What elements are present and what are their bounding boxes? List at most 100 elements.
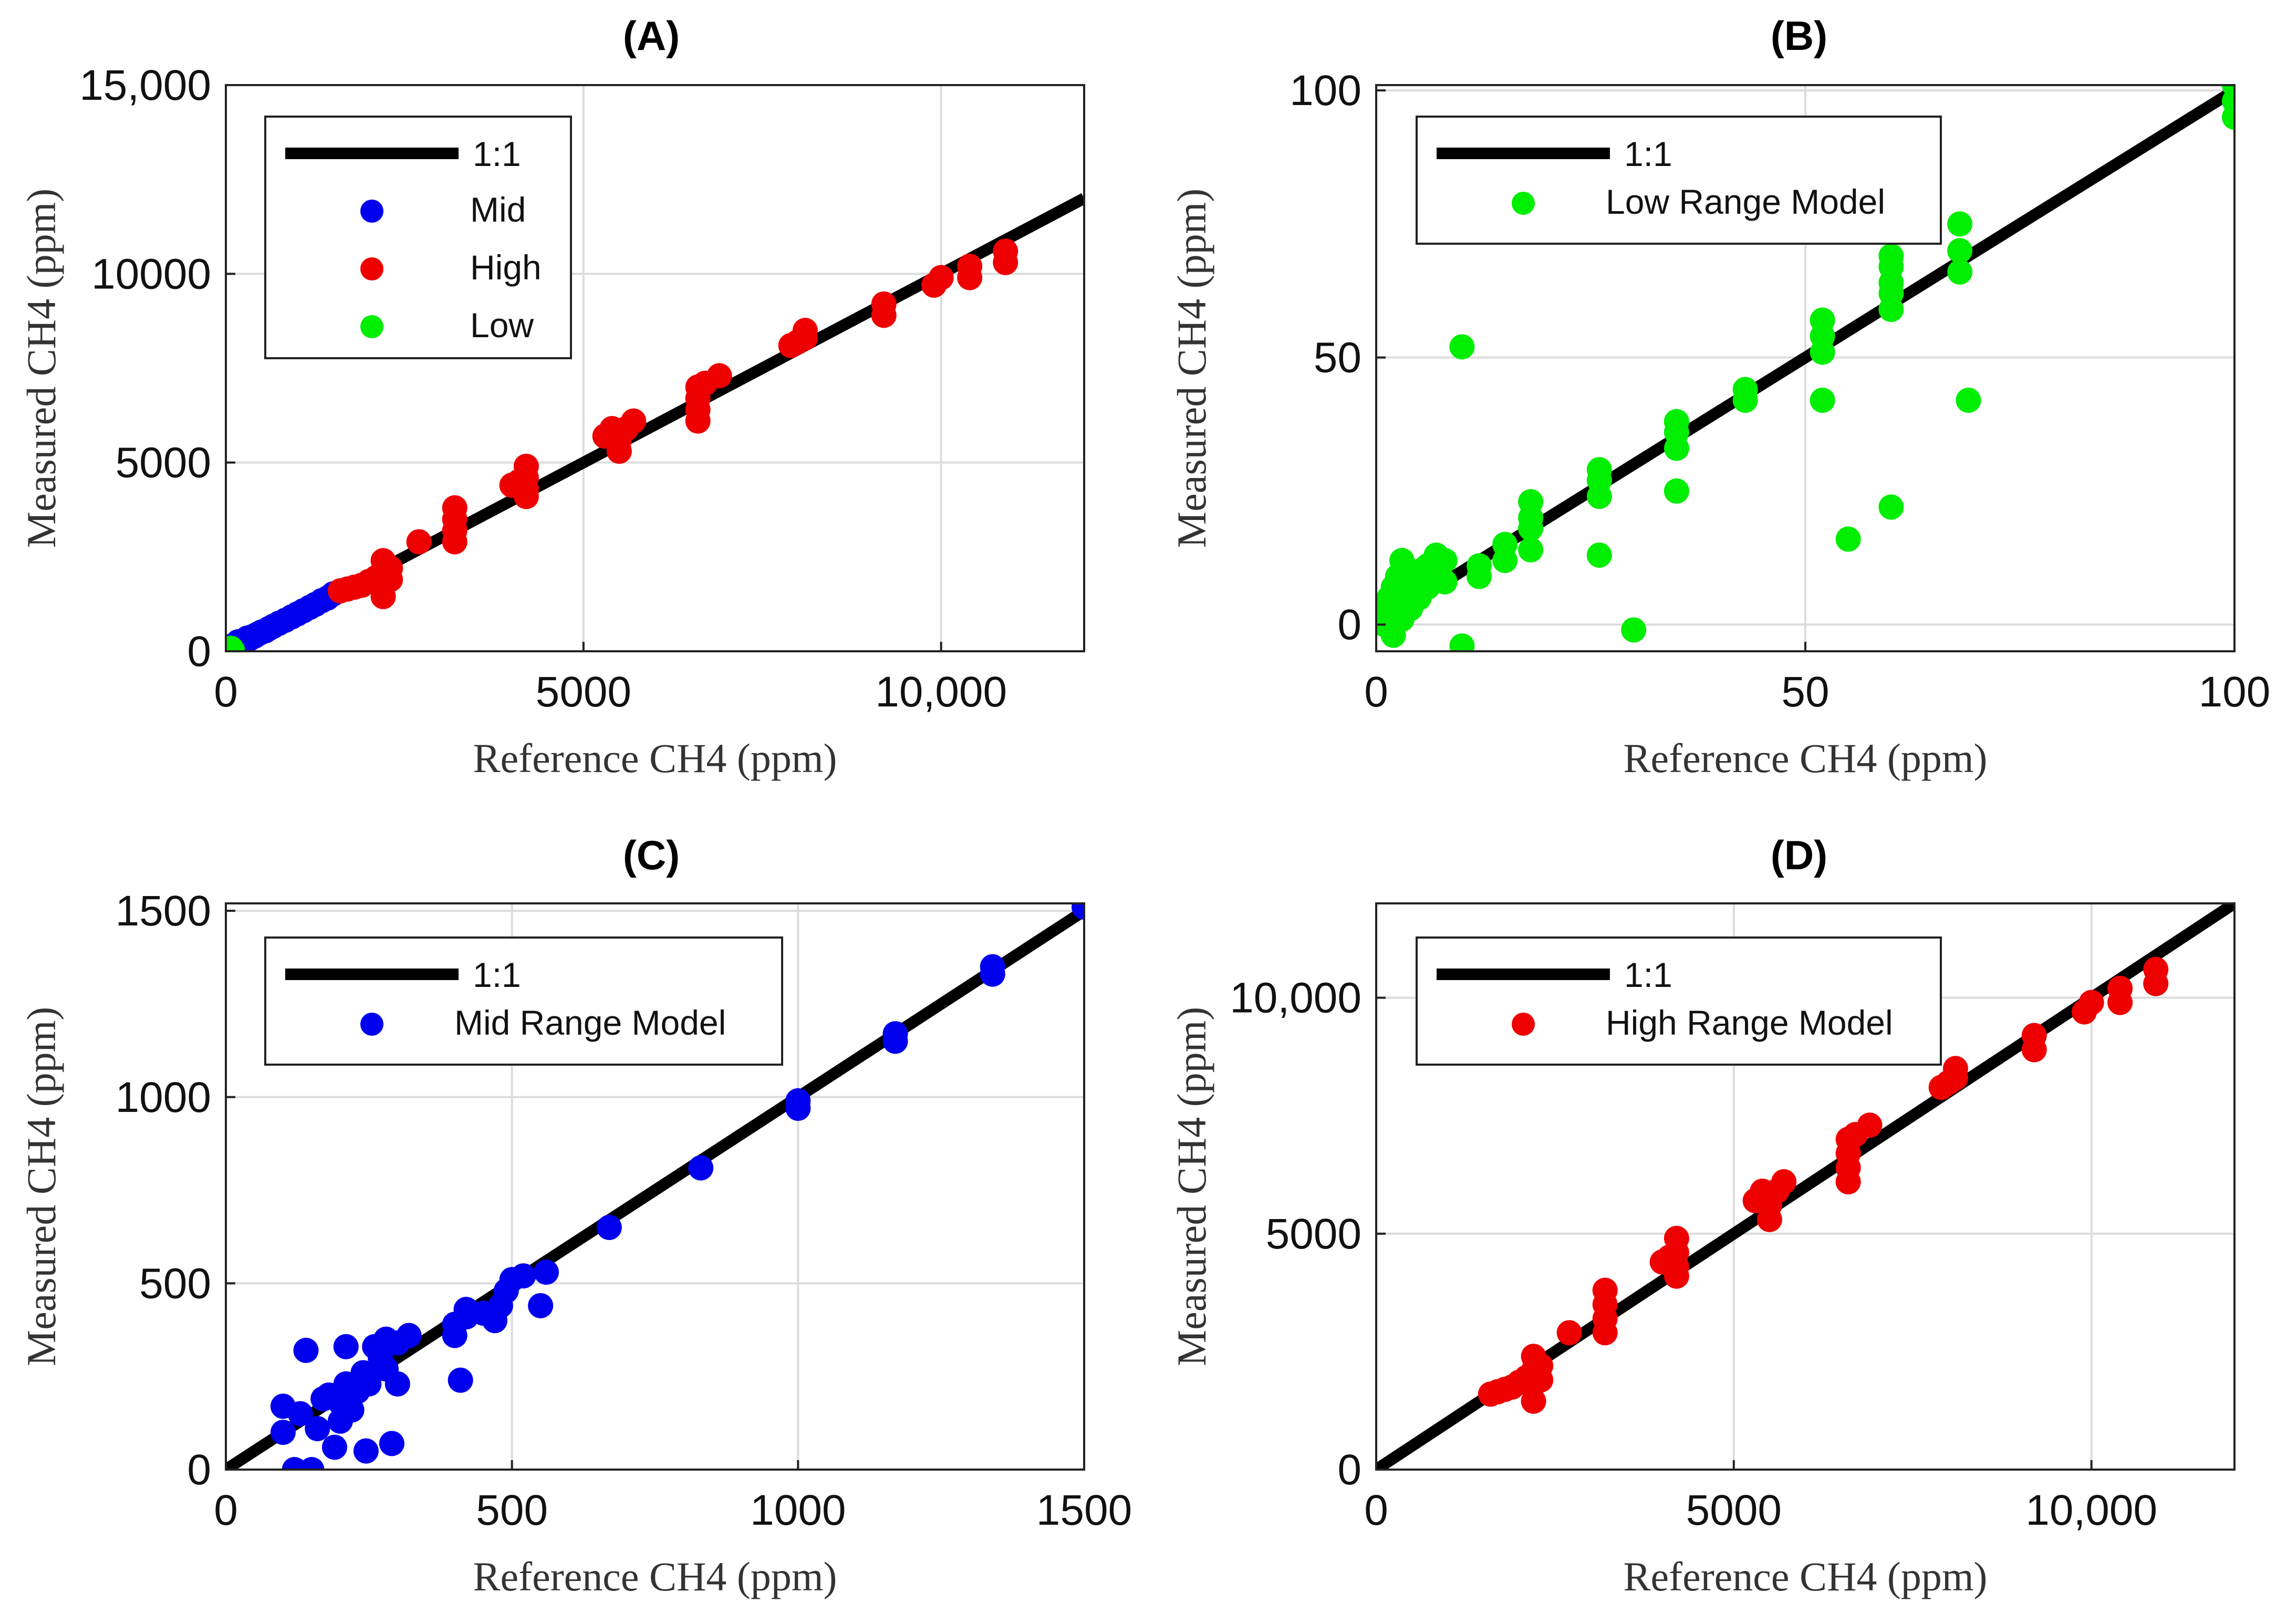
y-tick-label: 10,000	[1230, 974, 1361, 1022]
data-point	[882, 1021, 908, 1047]
y-axis-label: Measured CH4 (ppm)	[18, 189, 64, 548]
legend-marker	[360, 315, 383, 338]
data-point	[1528, 1353, 1554, 1379]
y-axis-label: Measured CH4 (ppm)	[1169, 189, 1214, 548]
data-point	[406, 529, 432, 555]
legend-box	[1416, 936, 1942, 1066]
data-point	[299, 1457, 325, 1470]
data-point	[1664, 478, 1689, 504]
data-point	[379, 1431, 404, 1456]
legend-box	[264, 936, 783, 1066]
x-tick-label: 5000	[1686, 1486, 1782, 1534]
y-tick-label: 0	[1337, 601, 1361, 649]
x-tick-label: 0	[214, 668, 238, 716]
y-tick-label: 5000	[1266, 1210, 1361, 1258]
data-point	[1432, 569, 1458, 595]
data-point	[1810, 307, 1835, 333]
panel-title: (D)	[1771, 832, 1827, 878]
data-point	[1432, 548, 1458, 574]
data-point	[1942, 1056, 1968, 1081]
one-to-one-line	[1376, 85, 2234, 630]
data-point	[2021, 1023, 2047, 1048]
legend-label: Low Range Model	[1606, 182, 1885, 221]
x-tick-label: 0	[1364, 1486, 1388, 1534]
y-tick-label: 15,000	[79, 61, 211, 109]
legend: 1:1 Mid Range Model	[264, 936, 783, 1066]
x-tick-label: 0	[214, 1486, 238, 1534]
data-point	[321, 1434, 347, 1460]
legend-label: 1:1	[1624, 955, 1672, 994]
y-tick-label: 0	[187, 1446, 211, 1494]
data-point	[871, 291, 897, 317]
data-point	[1810, 388, 1835, 413]
data-point	[621, 408, 647, 434]
x-axis-label: Reference CH4 (ppm)	[1623, 735, 1987, 781]
data-point	[2107, 975, 2133, 1001]
x-tick-label: 100	[2199, 668, 2271, 716]
y-tick-label: 5000	[116, 439, 211, 487]
data-point	[1878, 243, 1904, 269]
x-tick-label: 500	[476, 1486, 548, 1534]
axes-frame	[225, 902, 1085, 1471]
data-point	[688, 1155, 714, 1181]
series-low	[226, 636, 245, 651]
data-point	[396, 1323, 422, 1348]
x-axis-label: Reference CH4 (ppm)	[1623, 1554, 1987, 1599]
y-tick-label: 1000	[116, 1074, 211, 1121]
data-point	[2143, 956, 2169, 982]
y-tick-label: 100	[1290, 67, 1361, 114]
series-high-range-model	[1478, 956, 2169, 1414]
panel-title: (B)	[1771, 13, 1827, 59]
data-point	[1621, 617, 1647, 643]
data-point	[993, 238, 1018, 264]
x-tick-label: 10,000	[875, 668, 1007, 716]
series-high	[327, 238, 1018, 609]
data-point	[1857, 1112, 1883, 1138]
data-point	[957, 253, 983, 279]
data-point	[384, 1371, 410, 1397]
data-point	[1467, 553, 1492, 579]
data-point	[448, 1367, 473, 1393]
data-point	[1492, 532, 1518, 557]
data-point	[287, 1401, 313, 1427]
data-point	[1771, 1169, 1797, 1195]
data-point	[792, 318, 818, 343]
data-point	[1835, 526, 1861, 552]
y-tick-label: 500	[139, 1259, 211, 1307]
x-axis-label: Reference CH4 (ppm)	[473, 1554, 837, 1599]
data-point	[596, 1215, 622, 1241]
y-axis-label: Measured CH4 (ppm)	[18, 1007, 64, 1367]
data-point	[1449, 633, 1475, 651]
data-point	[980, 954, 1005, 980]
legend-label: Mid	[470, 190, 526, 229]
data-point	[356, 1371, 382, 1397]
legend-label: Mid Range Model	[454, 1003, 726, 1042]
data-point	[1664, 409, 1689, 434]
data-point	[785, 1088, 811, 1113]
data-point	[1518, 489, 1544, 515]
legend-label: Low	[470, 306, 534, 345]
data-point	[378, 555, 403, 581]
legend: 1:1 High Range Model	[1416, 936, 1942, 1066]
panel-a: 0 5000 10,000 0 5000 10000 15,000 (A) Reference …	[18, 13, 1085, 781]
legend: 1:1 Low Range Model	[1416, 116, 1942, 245]
data-point	[1956, 388, 1981, 413]
x-tick-label: 1500	[1036, 1486, 1132, 1534]
panel-d: 0 5000 10,000 0 5000 10,000 (D) Reference CH4 (…	[1169, 832, 2236, 1599]
data-point	[2078, 990, 2104, 1015]
legend-marker	[360, 1013, 383, 1036]
legend: 1:1 Mid High Low	[264, 116, 572, 359]
data-point	[353, 1438, 379, 1464]
data-point	[305, 1415, 330, 1441]
panel-title: (A)	[623, 13, 680, 59]
x-tick-label: 10,000	[2025, 1486, 2157, 1534]
data-point	[1556, 1320, 1582, 1346]
x-tick-label: 0	[1364, 668, 1388, 716]
x-tick-label: 50	[1781, 668, 1829, 716]
legend-label: High	[470, 248, 542, 287]
data-point	[1518, 537, 1544, 563]
y-tick-label: 0	[1337, 1446, 1361, 1494]
x-tick-label: 5000	[536, 668, 631, 716]
x-axis-label: Reference CH4 (ppm)	[473, 735, 837, 781]
